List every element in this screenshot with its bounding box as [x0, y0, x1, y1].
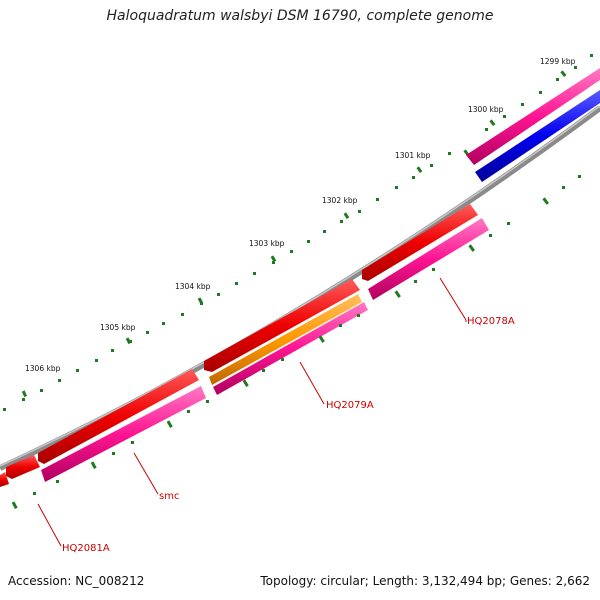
gene-feature-red[interactable] [204, 279, 360, 372]
map-title: Haloquadratum walsbyi DSM 16790, complet… [106, 8, 494, 24]
scale-label: 1303 kbp [249, 239, 285, 248]
genome-summary-text: Topology: circular; Length: 3,132,494 bp… [260, 574, 590, 588]
scale-label: 1302 kbp [322, 196, 358, 205]
scale-label: 1306 kbp [25, 364, 61, 373]
gene-feature-pink[interactable] [213, 302, 368, 395]
gene-feature-red[interactable] [362, 204, 478, 281]
gene-label-hq2078a[interactable]: HQ2078A [467, 316, 515, 327]
callout-line [299, 361, 325, 405]
gene-feature-blue[interactable] [475, 90, 600, 182]
scale-label: 1304 kbp [175, 282, 211, 291]
callout-line [37, 503, 62, 547]
outer-scale-ticks [3, 54, 593, 411]
gene-feature-red[interactable] [0, 472, 9, 487]
gene-label-hq2079a[interactable]: HQ2079A [326, 400, 374, 411]
gene-feature-orange[interactable] [209, 294, 362, 385]
scale-label: 1300 kbp [468, 105, 504, 114]
gene-label-smc[interactable]: smc [159, 491, 179, 502]
scale-label: 1299 kbp [540, 57, 576, 66]
gene-label-hq2081a[interactable]: HQ2081A [62, 543, 110, 554]
gene-feature-pink[interactable] [368, 218, 489, 300]
gene-feature-red[interactable] [6, 455, 40, 479]
gene-feature-pink[interactable] [41, 386, 206, 482]
scale-label: 1305 kbp [100, 323, 136, 332]
accession-text: Accession: NC_008212 [8, 574, 145, 588]
scale-label: 1301 kbp [395, 151, 431, 160]
callout-line [133, 452, 159, 495]
gene-feature-pink[interactable] [466, 68, 600, 165]
inner-scale-ticks [11, 175, 581, 510]
callout-line [439, 277, 467, 321]
gene-feature-red[interactable] [38, 369, 199, 464]
